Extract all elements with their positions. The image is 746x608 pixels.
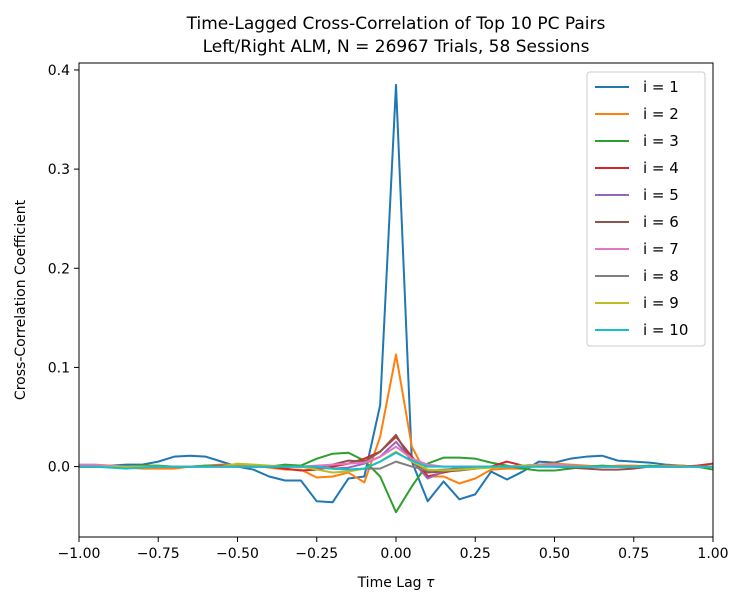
plot-lines <box>79 83 714 514</box>
y-tick-label: 0.3 <box>48 162 70 178</box>
series-line-10 <box>79 451 713 471</box>
y-tick-label: 0.0 <box>48 460 70 476</box>
x-tick-label: −1.00 <box>58 546 101 562</box>
y-axis-ticks: 0.0 0.1 0.2 0.3 0.4 <box>48 63 79 476</box>
y-tick-label: 0.4 <box>48 63 70 79</box>
legend-label-2: i = 2 <box>643 105 679 123</box>
legend-label-7: i = 7 <box>643 240 679 258</box>
legend-label-10: i = 10 <box>643 321 688 339</box>
y-tick-label: 0.1 <box>48 360 70 376</box>
x-axis-label-text: Time Lag <box>357 575 422 591</box>
x-tick-label: 0.25 <box>460 546 491 562</box>
legend: i = 1 i = 2 i = 3 i = 4 i = 5 i = 6 i = 7 i = 8… <box>586 71 706 347</box>
legend-label-6: i = 6 <box>643 213 679 231</box>
legend-label-5: i = 5 <box>643 186 679 204</box>
legend-label-3: i = 3 <box>643 132 679 150</box>
x-tick-label: 1.00 <box>697 546 728 562</box>
legend-label-1: i = 1 <box>643 78 679 96</box>
x-axis-label-symbol: τ <box>426 575 435 591</box>
x-tick-label: 0.50 <box>539 546 570 562</box>
y-tick-label: 0.2 <box>48 261 70 277</box>
series-line-1 <box>79 83 713 504</box>
x-tick-label: −0.25 <box>295 546 338 562</box>
x-axis-label: Time Lag τ <box>357 575 435 591</box>
x-axis-ticks: −1.00 −0.75 −0.50 −0.25 0.00 0.25 0.50 0.75 1.00 <box>58 537 729 562</box>
x-tick-label: −0.50 <box>216 546 259 562</box>
y-axis-label: Cross-Correlation Coefficient <box>13 199 29 400</box>
legend-label-9: i = 9 <box>643 294 679 312</box>
chart-subtitle: Left/Right ALM, N = 26967 Trials, 58 Ses… <box>203 37 590 57</box>
x-tick-label: 0.75 <box>618 546 649 562</box>
chart-title: Time-Lagged Cross-Correlation of Top 10 … <box>186 14 606 34</box>
x-tick-label: −0.75 <box>137 546 180 562</box>
legend-label-8: i = 8 <box>643 267 679 285</box>
x-tick-label: 0.00 <box>380 546 411 562</box>
legend-label-4: i = 4 <box>643 159 679 177</box>
